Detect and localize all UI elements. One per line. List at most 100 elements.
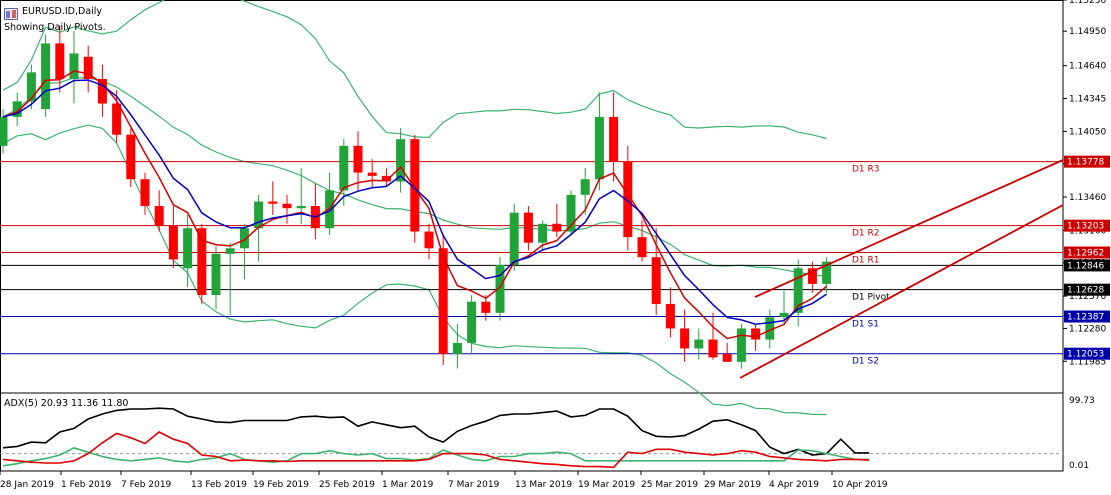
candle-body <box>339 145 349 191</box>
pivot-price-value: 1.12962 <box>1067 248 1104 258</box>
x-tick-label: 1 Mar 2019 <box>382 480 434 490</box>
candle-body <box>268 201 278 204</box>
candle-body <box>296 205 306 209</box>
candle-body <box>438 248 448 355</box>
pivot-price-badge <box>1064 283 1110 296</box>
x-tick-label: 19 Feb 2019 <box>253 480 309 490</box>
candle-body <box>694 339 704 349</box>
candle-body <box>495 264 505 313</box>
y-tick-label: 1.12570 <box>1069 292 1106 302</box>
blue-moving-average <box>2 79 828 325</box>
candle-body <box>83 56 93 80</box>
candle-body <box>410 139 420 232</box>
y-tick-label: 1.12280 <box>1069 324 1106 334</box>
candle-body <box>665 303 675 329</box>
candle-body <box>112 103 122 135</box>
x-tick-label: 1 Feb 2019 <box>61 480 112 490</box>
y-tick-label: 1.14640 <box>1069 62 1106 72</box>
candle-body <box>552 223 562 232</box>
adx-plus-di-line <box>2 446 870 467</box>
candle-body <box>97 79 107 104</box>
candle-body <box>452 342 462 355</box>
candle-body <box>822 261 832 284</box>
candle-body <box>12 101 22 117</box>
candle-body <box>140 179 150 206</box>
x-tick-label: 13 Mar 2019 <box>515 480 572 490</box>
pivot-price-value: 1.13203 <box>1067 222 1104 232</box>
candle-body <box>708 339 718 358</box>
candle-body <box>168 226 178 260</box>
candle-body <box>0 116 8 146</box>
candle-body <box>69 53 79 80</box>
candle-body <box>751 328 761 340</box>
candle-body <box>225 248 235 254</box>
candle-body <box>424 231 434 249</box>
y-tick-label: 1.14345 <box>1069 95 1106 105</box>
pivot-price-badge <box>1064 310 1110 323</box>
adx-low-label: 0.01 <box>1069 461 1089 471</box>
pivot-price-badge <box>1064 155 1110 168</box>
channel-upper-line <box>754 159 1064 298</box>
x-tick-label: 7 Feb 2019 <box>121 480 172 490</box>
pivot-price-value: 1.12053 <box>1067 350 1104 360</box>
candle-body <box>523 212 533 243</box>
x-tick-label: 10 Apr 2019 <box>832 480 888 490</box>
pivot-price-badge <box>1064 347 1110 360</box>
candle-body <box>211 253 221 296</box>
candle-body <box>197 228 207 296</box>
pivot-note: Showing Daily Pivots. <box>4 22 106 33</box>
candle-body <box>609 116 619 162</box>
candle-body <box>55 43 65 80</box>
candle-body <box>183 228 193 269</box>
candle-body <box>637 237 647 258</box>
candle-body <box>126 134 136 180</box>
candle-body <box>26 72 36 102</box>
candle-body <box>396 139 406 182</box>
pivot-price-badge <box>1064 219 1110 232</box>
candle-body <box>566 194 576 232</box>
pivot-price-badge <box>1064 246 1110 259</box>
candle-body <box>381 175 391 182</box>
candle-body <box>509 212 519 265</box>
x-tick-label: 25 Feb 2019 <box>319 480 375 490</box>
adx-label: ADX(5) 20.93 11.36 11.80 <box>4 398 129 409</box>
candle-body <box>722 354 732 362</box>
adx-high-label: 99.73 <box>1069 396 1095 406</box>
candle-body <box>239 228 249 249</box>
y-tick-label: 1.14950 <box>1069 27 1106 37</box>
current-price-badge <box>1064 259 1110 272</box>
x-tick-label: 29 Mar 2019 <box>704 480 761 490</box>
candle-body <box>623 161 633 238</box>
adx-main-line <box>2 407 870 456</box>
candle-body <box>793 268 803 313</box>
pivot-level-label: D1 R1 <box>852 255 880 265</box>
y-tick-label: 1.15230 <box>1069 0 1106 6</box>
y-tick-label: 1.13460 <box>1069 193 1106 203</box>
candle-body <box>680 328 690 349</box>
x-tick-label: 4 Apr 2019 <box>769 480 819 490</box>
candle-body <box>353 145 363 173</box>
candle-body <box>41 43 51 110</box>
candle-body <box>467 301 477 343</box>
candle-body <box>651 257 661 304</box>
pivot-level-label: D1 S2 <box>852 357 879 367</box>
candle-body <box>282 203 292 209</box>
pivot-level-label: D1 R2 <box>852 229 880 239</box>
candle-body <box>538 223 548 243</box>
candle-body <box>765 317 775 340</box>
candle-body <box>580 179 590 195</box>
x-tick-label: 19 Mar 2019 <box>578 480 635 490</box>
candle-body <box>779 312 789 318</box>
candle-body <box>807 268 817 284</box>
current-price-value: 1.12846 <box>1067 261 1104 271</box>
channel-lower-line <box>739 204 1064 379</box>
candle-body <box>594 116 604 180</box>
candle-body <box>736 328 746 362</box>
chart-window-icon <box>4 5 18 20</box>
symbol-title: EURUSD.ID,Daily <box>22 6 103 17</box>
candle-body <box>481 301 491 313</box>
y-tick-label: 1.11985 <box>1069 357 1106 367</box>
candle-body <box>254 201 264 229</box>
x-tick-label: 28 Jan 2019 <box>0 480 54 490</box>
